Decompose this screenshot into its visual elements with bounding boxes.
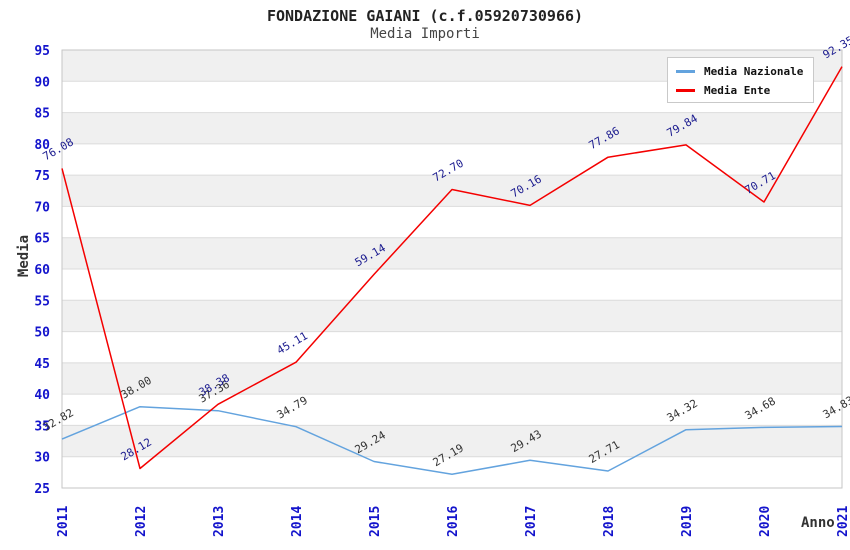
svg-text:90: 90 bbox=[34, 75, 50, 90]
svg-text:2011: 2011 bbox=[56, 506, 71, 537]
legend-marker-media-ente bbox=[676, 89, 695, 92]
chart-title: FONDAZIONE GAIANI (c.f.05920730966) bbox=[266, 7, 584, 25]
legend: Media Nazionale Media Ente bbox=[667, 57, 814, 103]
svg-text:40: 40 bbox=[34, 388, 50, 403]
svg-text:50: 50 bbox=[34, 326, 50, 341]
svg-text:80: 80 bbox=[34, 138, 50, 153]
svg-text:70: 70 bbox=[34, 200, 50, 215]
svg-text:75: 75 bbox=[34, 169, 50, 184]
value-label-media-nazionale: 34.83 bbox=[821, 394, 850, 422]
svg-text:2013: 2013 bbox=[212, 506, 227, 537]
svg-text:95: 95 bbox=[34, 44, 50, 59]
plot-border bbox=[61, 49, 843, 489]
svg-text:2017: 2017 bbox=[524, 506, 539, 537]
y-tick-labels: 25 30 35 40 45 50 55 60 65 70 75 80 85 90 95 bbox=[34, 44, 50, 497]
svg-text:60: 60 bbox=[34, 263, 50, 278]
line-media-ente bbox=[61, 66, 843, 470]
svg-text:2018: 2018 bbox=[602, 506, 617, 537]
svg-text:35: 35 bbox=[34, 419, 50, 434]
svg-text:2021: 2021 bbox=[836, 506, 850, 537]
svg-text:2016: 2016 bbox=[446, 506, 461, 537]
value-label-media-nazionale: 34.79 bbox=[275, 394, 310, 422]
line-media-nazionale bbox=[61, 405, 843, 476]
value-label-media-nazionale: 34.32 bbox=[665, 397, 700, 425]
svg-text:2020: 2020 bbox=[758, 506, 773, 537]
value-label-media-nazionale: 34.68 bbox=[743, 394, 778, 422]
svg-text:85: 85 bbox=[34, 107, 50, 122]
svg-text:25: 25 bbox=[34, 482, 50, 497]
svg-text:2015: 2015 bbox=[368, 506, 383, 537]
legend-label-media-nazionale: Media Nazionale bbox=[704, 65, 804, 78]
chart-subtitle: Media Importi bbox=[370, 26, 480, 42]
svg-text:65: 65 bbox=[34, 232, 50, 247]
svg-text:2014: 2014 bbox=[290, 506, 305, 537]
svg-text:45: 45 bbox=[34, 357, 50, 372]
svg-text:2019: 2019 bbox=[680, 506, 695, 537]
legend-label-media-ente: Media Ente bbox=[704, 84, 771, 97]
grid-bands bbox=[62, 50, 842, 457]
x-tick-labels: 2011 2012 2013 2014 2015 2016 2017 2018 2019 2020… bbox=[56, 506, 850, 537]
legend-item-media-ente: Media Ente bbox=[676, 83, 813, 98]
y-axis-title: Media bbox=[16, 234, 32, 278]
svg-text:30: 30 bbox=[34, 451, 50, 466]
grid-lines bbox=[62, 80, 842, 458]
x-axis-title: Anno bbox=[801, 515, 835, 531]
svg-text:55: 55 bbox=[34, 294, 50, 309]
legend-item-media-nazionale: Media Nazionale bbox=[676, 64, 813, 79]
legend-marker-media-nazionale bbox=[676, 70, 695, 73]
svg-text:2012: 2012 bbox=[134, 506, 149, 537]
